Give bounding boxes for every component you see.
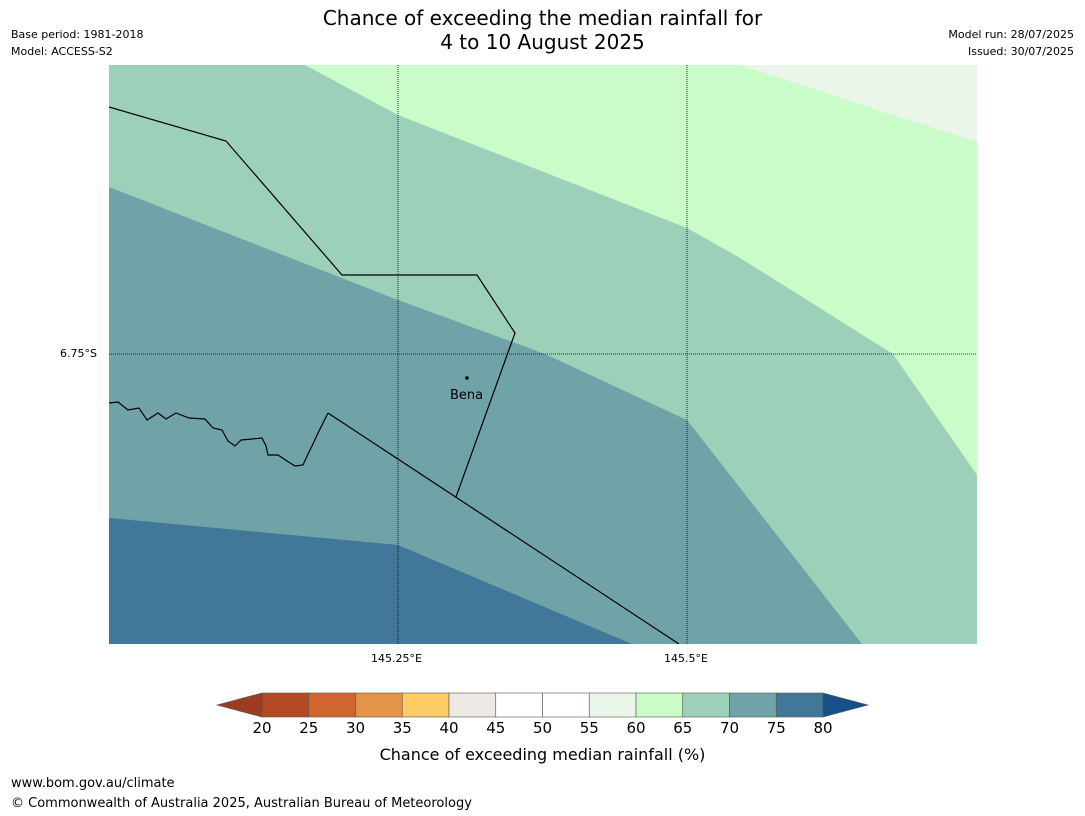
zone-55-60: [740, 65, 977, 142]
map-title: Chance of exceeding the median rainfall …: [0, 6, 1085, 54]
colorbar-cell-45-50: [495, 692, 543, 718]
graticule: [109, 65, 977, 644]
colorbar-cell-20-25: [261, 692, 310, 718]
colorbar-tick-70: 70: [719, 719, 740, 737]
colorbar-cell-25-30: [308, 692, 356, 718]
coastline: [109, 401, 329, 467]
lon-label-145-25: 145.25°E: [371, 652, 422, 665]
colorbar-extend-low: [215, 692, 263, 718]
colorbar-label: Chance of exceeding median rainfall (%): [379, 745, 706, 764]
colorbar: [215, 692, 870, 718]
footer-url: www.bom.gov.au/climate: [11, 776, 175, 791]
colorbar-cell-70-75: [729, 692, 777, 718]
title-line-2: 4 to 10 August 2025: [440, 30, 645, 54]
province-boundary: [109, 106, 516, 498]
place-label-bena: Bena: [450, 388, 484, 403]
model-run: Model run: 28/07/2025: [948, 28, 1074, 41]
colorbar-cell-55-60: [588, 692, 637, 718]
zone-60-65: [305, 65, 977, 475]
base-period: Base period: 1981-2018: [11, 28, 144, 41]
colorbar-tick-50: 50: [532, 719, 553, 737]
colorbar-tick-30: 30: [345, 719, 366, 737]
colorbar-tick-75: 75: [766, 719, 786, 737]
meta-right: Model run: 28/07/2025 Issued: 30/07/2025: [948, 26, 1074, 60]
colorbar-tick-25: 25: [299, 719, 319, 737]
colorbar-tick-65: 65: [673, 719, 693, 737]
map-panel: [109, 65, 977, 644]
colorbar-cell-60-65: [635, 692, 684, 718]
lat-label: 6.75°S: [60, 347, 97, 360]
model-name: Model: ACCESS-S2: [11, 45, 113, 58]
footer-copyright: © Commonwealth of Australia 2025, Austra…: [11, 796, 472, 811]
boundaries: [109, 106, 680, 644]
footer: www.bom.gov.au/climate © Commonwealth of…: [11, 774, 472, 814]
bena-marker: [465, 376, 469, 380]
colorbar-tick-40: 40: [439, 719, 459, 737]
colorbar-cell-50-55: [542, 692, 590, 718]
colorbar-tick-60: 60: [626, 719, 646, 737]
colorbar-cell-75-80: [775, 692, 824, 718]
colorbar-cell-65-70: [682, 692, 730, 718]
colorbar-cell-35-40: [401, 692, 450, 718]
province-boundary-south: [327, 412, 680, 644]
colorbar-cell-30-35: [355, 692, 403, 718]
meta-left: Base period: 1981-2018 Model: ACCESS-S2: [11, 26, 143, 60]
issued-date: Issued: 30/07/2025: [967, 45, 1074, 58]
colorbar-extend-high: [822, 692, 870, 718]
lon-label-145-5: 145.5°E: [664, 652, 708, 665]
colorbar-cell-40-45: [448, 692, 497, 718]
colorbar-tick-20: 20: [252, 719, 272, 737]
colorbar-tick-45: 45: [486, 719, 506, 737]
colorbar-tick-80: 80: [813, 719, 833, 737]
title-line-1: Chance of exceeding the median rainfall …: [322, 6, 763, 30]
colorbar-tick-55: 55: [579, 719, 599, 737]
zone-75-80: [109, 518, 632, 644]
colorbar-tick-35: 35: [392, 719, 412, 737]
